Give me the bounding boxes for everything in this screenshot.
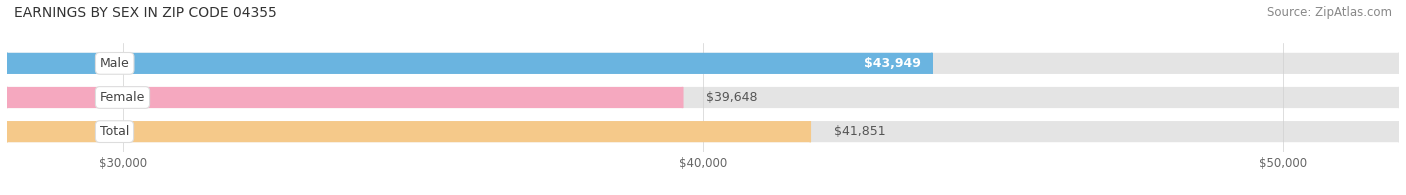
Text: $39,648: $39,648 [706, 91, 758, 104]
Text: EARNINGS BY SEX IN ZIP CODE 04355: EARNINGS BY SEX IN ZIP CODE 04355 [14, 6, 277, 20]
FancyBboxPatch shape [7, 87, 682, 108]
FancyBboxPatch shape [7, 53, 1399, 74]
Text: Source: ZipAtlas.com: Source: ZipAtlas.com [1267, 6, 1392, 19]
Text: $41,851: $41,851 [834, 125, 886, 138]
Text: Female: Female [100, 91, 145, 104]
Text: Male: Male [100, 57, 129, 70]
FancyBboxPatch shape [7, 121, 810, 142]
FancyBboxPatch shape [7, 87, 1399, 108]
Text: $43,949: $43,949 [863, 57, 921, 70]
FancyBboxPatch shape [7, 53, 932, 74]
Text: Total: Total [100, 125, 129, 138]
FancyBboxPatch shape [7, 121, 1399, 142]
